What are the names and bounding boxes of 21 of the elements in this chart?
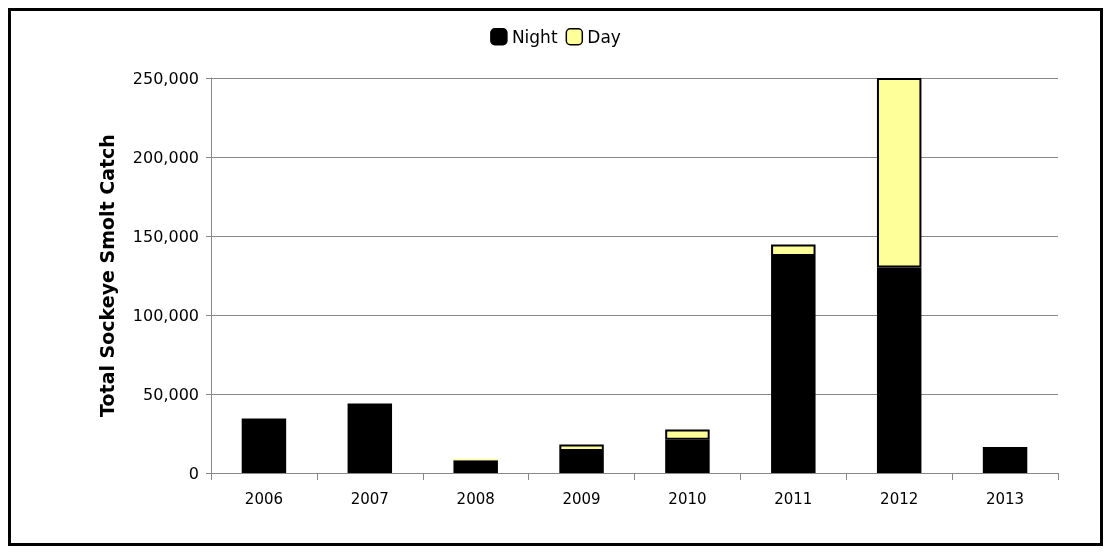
y-axis-title: Total Sockeye Smolt Catch xyxy=(95,134,118,417)
x-tick-label: 2006 xyxy=(244,489,284,508)
x-tick-label: 2010 xyxy=(668,489,707,508)
x-tick-label: 2011 xyxy=(774,489,813,508)
bar xyxy=(982,446,1028,473)
x-tick-label: 2008 xyxy=(456,489,495,508)
legend-label: Day xyxy=(587,26,621,47)
y-tick-label: 0 xyxy=(188,463,199,483)
bar xyxy=(241,418,287,473)
bar xyxy=(453,460,498,473)
y-tick-label: 50,000 xyxy=(143,384,199,404)
y-tick-label: 100,000 xyxy=(132,305,199,325)
legend-label: Night xyxy=(511,26,558,47)
x-tick-label: 2012 xyxy=(880,489,919,508)
x-tick-label: 2007 xyxy=(350,489,389,508)
x-tick-label: 2013 xyxy=(985,489,1025,508)
y-tick-label: 200,000 xyxy=(132,147,199,167)
y-tick-label: 150,000 xyxy=(132,226,199,246)
y-tick-label: 250,000 xyxy=(132,68,199,88)
x-tick-label: 2009 xyxy=(562,489,601,508)
bar xyxy=(347,403,393,473)
